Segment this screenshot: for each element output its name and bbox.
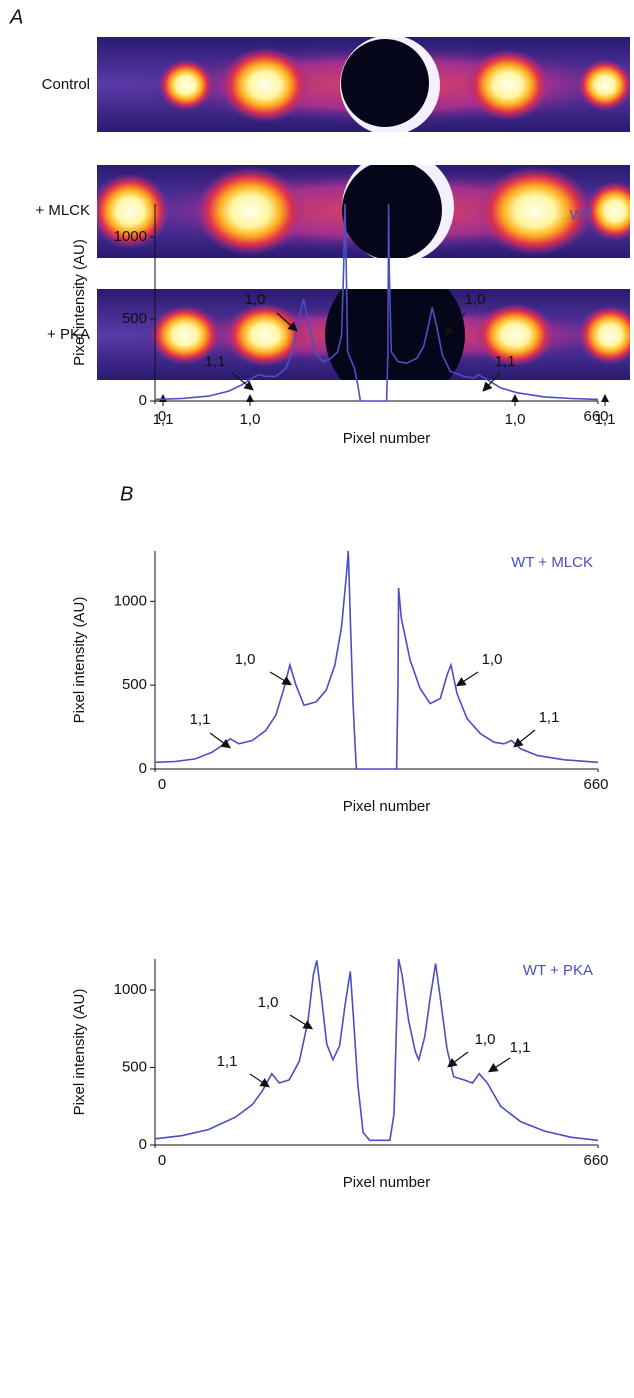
series-label: WT + MLCK <box>511 554 593 571</box>
series-label: WT + PKA <box>523 962 593 979</box>
x-axis-title: Pixel number <box>343 430 431 447</box>
data-line <box>154 958 599 1142</box>
reflection-label: 1,0 <box>505 411 526 428</box>
annotation: 1,0 <box>475 1031 496 1048</box>
panel-label: B <box>120 483 133 505</box>
annotation: 1,1 <box>190 711 211 728</box>
annotation-arrow <box>447 1051 469 1068</box>
annotation-arrow <box>249 1073 270 1088</box>
image-label: Control <box>42 76 90 93</box>
x-axis-title: Pixel number <box>343 1174 431 1191</box>
annotation: 1,1 <box>539 709 560 726</box>
annotation: 1,1 <box>217 1053 238 1070</box>
diffraction-image <box>97 289 630 380</box>
x-tick-label: 0 <box>158 1152 166 1169</box>
data-line <box>154 550 599 770</box>
annotation: 1,0 <box>258 994 279 1011</box>
x-axis-title: Pixel number <box>343 798 431 815</box>
annotation-arrow <box>487 1057 511 1073</box>
annotation: 1,1 <box>510 1039 531 1056</box>
annotation: 1,0 <box>235 651 256 668</box>
y-tick-label: 1000 <box>114 981 147 998</box>
annotation: 1,0 <box>245 291 266 308</box>
reflection-label: 1,0 <box>240 411 261 428</box>
annotation-arrow <box>276 312 298 332</box>
x-tick-label: 0 <box>158 408 166 425</box>
annotation: 1,1 <box>205 353 226 370</box>
diffraction-image <box>97 37 630 132</box>
annotation-arrow <box>513 729 536 748</box>
y-axis-title: Pixel intensity (AU) <box>71 597 88 724</box>
y-tick-label: 500 <box>122 310 147 327</box>
reflection-label: 1,1 <box>153 411 174 428</box>
x-tick-label: 660 <box>583 776 608 793</box>
y-tick-label: 0 <box>139 392 147 409</box>
reflection-label: 1,1 <box>595 411 616 428</box>
annotation-arrow <box>231 372 254 391</box>
y-tick-label: 500 <box>122 676 147 693</box>
image-label: + PKA <box>47 326 90 343</box>
annotation-arrow <box>289 1014 314 1030</box>
diffraction-image <box>97 165 630 258</box>
annotation-arrow <box>482 372 501 392</box>
annotation: 1,0 <box>465 291 486 308</box>
y-tick-label: 1000 <box>114 592 147 609</box>
image-label: + MLCK <box>35 202 90 219</box>
annotation: 1,0 <box>482 651 503 668</box>
data-line <box>154 203 599 402</box>
y-tick-label: 1000 <box>114 228 147 245</box>
x-tick-label: 660 <box>583 1152 608 1169</box>
series-label: WT <box>570 207 593 224</box>
annotation-arrow <box>209 732 231 749</box>
y-axis-title: Pixel intensity (AU) <box>71 239 88 366</box>
x-tick-label: 660 <box>583 408 608 425</box>
y-axis-title: Pixel intensity (AU) <box>71 989 88 1116</box>
y-tick-label: 0 <box>139 760 147 777</box>
annotation: 1,1 <box>495 353 516 370</box>
y-tick-label: 500 <box>122 1058 147 1075</box>
panel-label: A <box>9 6 23 28</box>
y-tick-label: 0 <box>139 1136 147 1153</box>
annotation-arrow <box>269 671 293 686</box>
x-tick-label: 0 <box>158 776 166 793</box>
annotation-arrow <box>444 312 466 336</box>
annotation-arrow <box>455 671 479 687</box>
